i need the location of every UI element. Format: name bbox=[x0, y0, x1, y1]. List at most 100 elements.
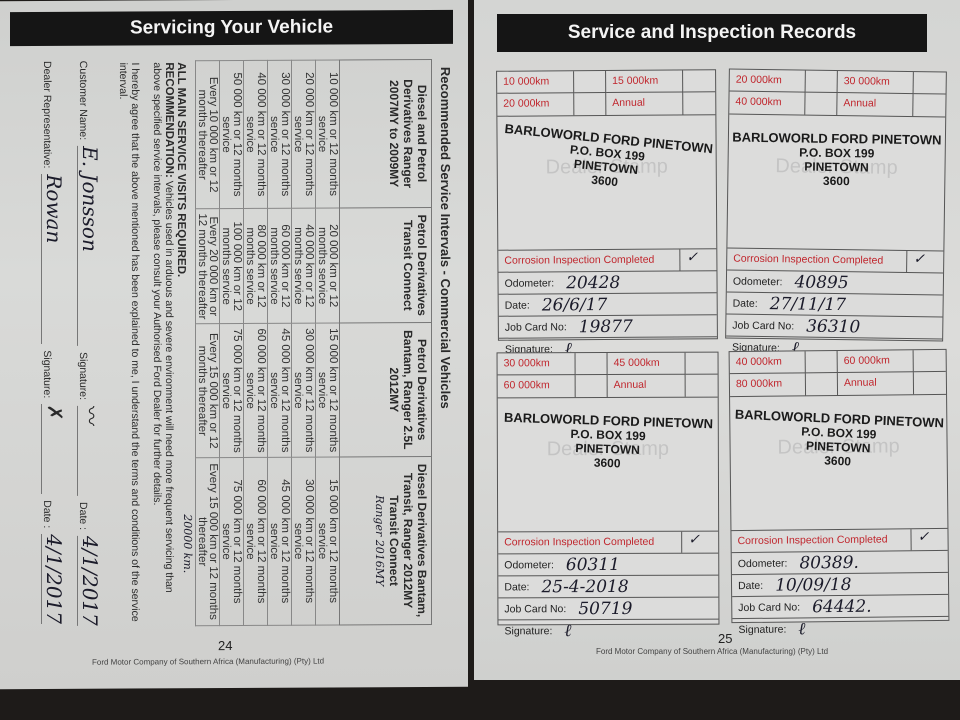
table-cell: 10 000 km or 12 months service bbox=[315, 59, 340, 209]
odometer-value: 80389. bbox=[799, 552, 859, 573]
signature-label: Signature: bbox=[41, 350, 53, 399]
odometer-label: Odometer: bbox=[737, 557, 788, 570]
odometer-value: 40895 bbox=[794, 271, 849, 293]
signature-row: Signature: ℓ bbox=[498, 620, 718, 643]
table-cell: 80 000 km or 12 months service bbox=[243, 208, 268, 324]
odometer-label: Odometer: bbox=[732, 275, 783, 288]
service-record-card: 20 000km 30 000km 40 000km Annual Dealer Sta… bbox=[725, 68, 947, 358]
table-cell: 30 000 km or 12 months service bbox=[291, 323, 316, 458]
customer-signature: 〰 bbox=[77, 405, 107, 497]
table-cell: 50 000 km or 12 months service bbox=[219, 60, 244, 209]
job-card-row: Job Card No: 64442. bbox=[732, 594, 949, 620]
interval-checkbox[interactable] bbox=[805, 351, 838, 374]
date-label: Date: bbox=[504, 299, 530, 312]
corrosion-checkbox[interactable]: ✓ bbox=[686, 249, 699, 266]
table-cell: Every 15 000 km or 12 months thereafter 2… bbox=[181, 457, 220, 626]
customer-name: E. Jonsson bbox=[77, 146, 102, 347]
page-footer: Ford Motor Company of Southern Africa (M… bbox=[92, 656, 325, 667]
corrosion-checkbox[interactable]: ✓ bbox=[913, 251, 926, 268]
interval-grid: 10 000km 15 000km 20 000km Annual bbox=[497, 70, 716, 117]
interval-checkbox[interactable] bbox=[805, 373, 839, 396]
interval-label: Annual bbox=[837, 372, 915, 396]
page-number: 24 bbox=[218, 638, 233, 654]
service-interval-table: Diesel and Petrol Derivatives Ranger 200… bbox=[181, 59, 432, 626]
column-header: Petrol Derivatives Transit Connect bbox=[339, 207, 432, 324]
interval-label: 15 000km bbox=[606, 70, 684, 94]
table-cell: Every 10 000 km or 12 months thereafter bbox=[195, 60, 220, 209]
job-card-row: Job Card No: 36310 bbox=[726, 314, 943, 340]
service-notice: ALL MAIN SERVICE VISITS REQUIRED. RECOMM… bbox=[117, 62, 187, 622]
job-card-label: Job Card No: bbox=[738, 600, 801, 614]
table-cell: 40 000 km or 12 months service bbox=[291, 208, 316, 324]
date-label: Date: bbox=[504, 580, 530, 593]
dealer-stamp-area: Dealer Stamp BARLOWORLD FORD PINETOWN P.O.… bbox=[497, 397, 719, 533]
signature-mark: ℓ bbox=[798, 619, 806, 640]
column-header: Diesel and Petrol Derivatives Ranger 200… bbox=[339, 59, 432, 209]
corrosion-row: Corrosion Inspection Completed ✓ bbox=[731, 528, 948, 554]
table-header-row: Diesel and Petrol Derivatives Ranger 200… bbox=[339, 59, 432, 625]
interval-checkbox[interactable] bbox=[686, 375, 718, 397]
interval-grid: 40 000km 60 000km 80 000km Annual bbox=[729, 349, 947, 398]
odometer-label: Odometer: bbox=[504, 276, 555, 290]
job-card-value: 64442. bbox=[812, 596, 872, 617]
interval-checkbox[interactable] bbox=[914, 372, 946, 394]
corrosion-row: Corrosion Inspection Completed ✓ bbox=[498, 249, 717, 273]
corrosion-label: Corrosion Inspection Completed bbox=[731, 529, 912, 553]
interval-checkbox[interactable] bbox=[805, 70, 838, 94]
customer-signature-line: Customer Name: E. Jonsson Signature: 〰 D… bbox=[77, 61, 107, 651]
corrosion-checkbox[interactable]: ✓ bbox=[688, 531, 700, 548]
table-cell: 45 000 km or 12 months service bbox=[267, 457, 292, 626]
dealer-date: 4/1/2017 bbox=[41, 534, 66, 625]
job-card-label: Job Card No: bbox=[504, 602, 567, 615]
page-footer: Ford Motor Company of Southern Africa (M… bbox=[596, 647, 829, 656]
page-number: 25 bbox=[718, 631, 733, 646]
corrosion-checkbox[interactable]: ✓ bbox=[917, 529, 930, 546]
interval-grid: 30 000km 45 000km 60 000km Annual bbox=[497, 352, 718, 399]
table-cell: 75 000 km or 12 months service bbox=[219, 323, 244, 458]
interval-checkbox[interactable] bbox=[913, 94, 945, 116]
table-cell: 30 000 km or 12 months service bbox=[267, 60, 292, 209]
interval-label: 40 000km bbox=[729, 351, 806, 375]
interval-checkbox[interactable] bbox=[683, 70, 716, 93]
interval-checkbox[interactable] bbox=[575, 375, 608, 398]
job-card-row: Job Card No: 19877 bbox=[498, 315, 717, 339]
table-row: 40 000 km or 12 months service 80 000 km … bbox=[243, 60, 268, 626]
interval-label: 10 000km bbox=[497, 71, 575, 94]
interval-label: Annual bbox=[837, 93, 914, 117]
dealer-stamp: BARLOWORLD FORD PINETOWN P.O. BOX 199 PINE… bbox=[732, 129, 942, 189]
interval-checkbox[interactable] bbox=[913, 349, 946, 373]
dealer-signature: ✗ bbox=[41, 404, 67, 495]
signature-row: Signature: ℓ bbox=[732, 617, 948, 641]
interval-label: 80 000km bbox=[729, 373, 807, 397]
table-cell: 15 000 km or 12 months service bbox=[315, 456, 340, 626]
odometer-row: Odometer: 40895 bbox=[726, 270, 944, 296]
table-cell: 40 000 km or 12 months service bbox=[243, 60, 268, 209]
corrosion-label: Corrosion Inspection Completed bbox=[498, 249, 681, 272]
section-title: Recommended Service Intervals - Commerci… bbox=[438, 66, 453, 409]
interval-checkbox[interactable] bbox=[913, 72, 946, 95]
signature-label: Signature: bbox=[77, 352, 89, 401]
signature-mark: ℓ bbox=[564, 621, 572, 642]
interval-checkbox[interactable] bbox=[575, 353, 608, 376]
job-card-value: 19877 bbox=[578, 316, 633, 337]
table-cell: 60 000 km or 12 months service bbox=[243, 457, 268, 626]
service-record-card: 10 000km 15 000km 20 000km Annual Dealer Sta… bbox=[496, 69, 718, 359]
table-cell: 100 000 km or 12 months service bbox=[219, 208, 244, 324]
dealer-rep-label: Dealer Representative: bbox=[41, 60, 53, 169]
interval-checkbox[interactable] bbox=[805, 92, 838, 116]
table-cell: 60 000 km or 12 months service bbox=[267, 208, 292, 324]
table-cell: 15 000 km or 12 months service bbox=[315, 323, 340, 458]
corrosion-label: Corrosion Inspection Completed bbox=[498, 531, 683, 554]
date-label: Date: bbox=[737, 579, 764, 592]
dealer-stamp: BARLOWORLD FORD PINETOWN P.O. BOX 199 PINE… bbox=[734, 406, 945, 469]
interval-label: 40 000km bbox=[729, 91, 806, 115]
interval-checkbox[interactable] bbox=[574, 71, 607, 94]
interval-checkbox[interactable] bbox=[574, 93, 607, 116]
date-label: Date : bbox=[41, 500, 53, 529]
interval-checkbox[interactable] bbox=[685, 352, 718, 375]
date-row: Date: 25-4-2018 bbox=[498, 575, 719, 599]
interval-checkbox[interactable] bbox=[683, 92, 715, 114]
signature-label: Signature: bbox=[738, 623, 787, 637]
odometer-label: Odometer: bbox=[504, 558, 554, 571]
date-value: 25-4-2018 bbox=[541, 576, 629, 597]
